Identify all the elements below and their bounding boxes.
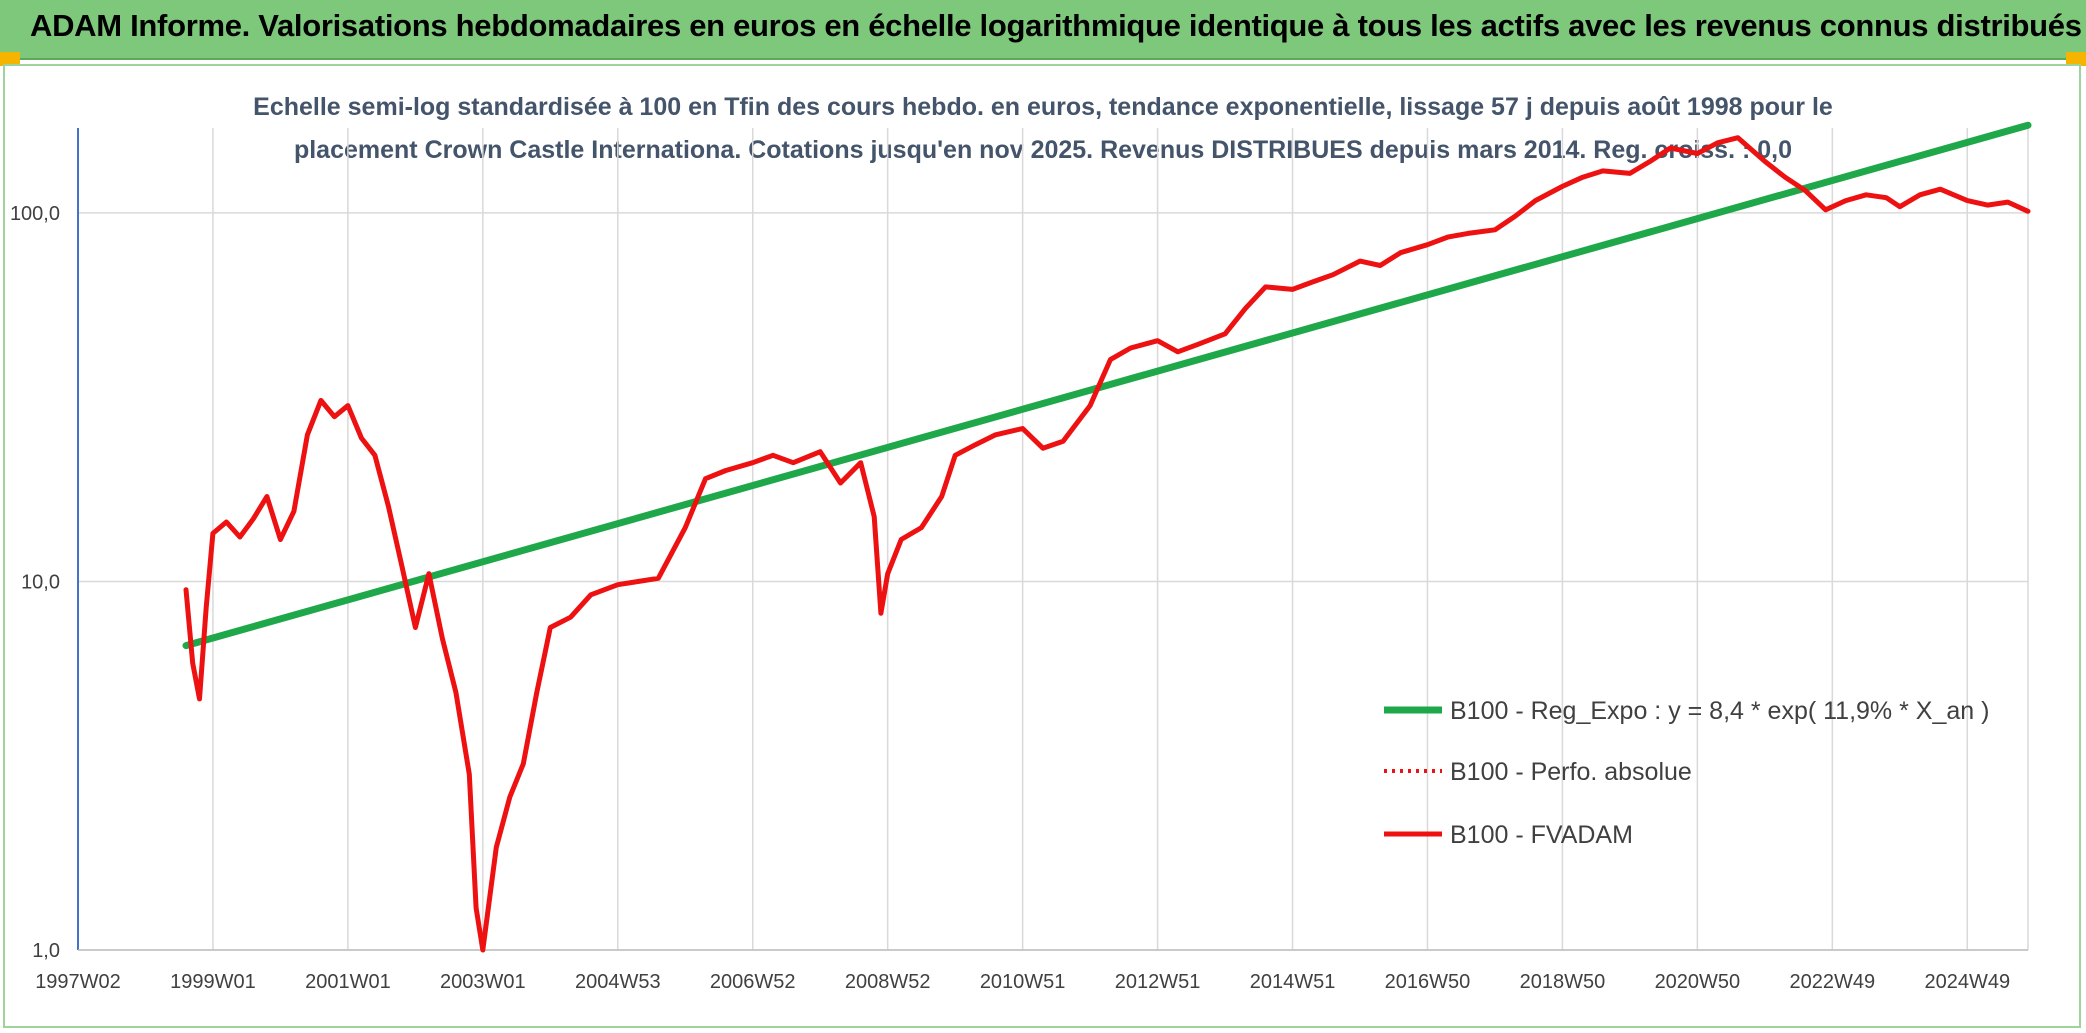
x-tick-label: 2006W52 [710,971,796,993]
corner-marker [0,52,20,66]
y-tick-label: 10,0 [21,571,60,593]
x-tick-label: 1997W02 [35,971,121,993]
fvadam-line [183,135,2031,953]
chart-frame [3,64,2081,1028]
report-banner: ADAM Informe. Valorisations hebdomadaire… [0,0,2086,60]
x-axis-ticks: 1997W02 1999W01 2001W01 2003W01 2004W53 2006W… [35,971,2010,993]
x-tick-label: 2004W53 [575,971,661,993]
x-tick-label: 2001W01 [305,971,391,993]
x-tick-label: 2020W50 [1655,971,1741,993]
x-tick-label: 2022W49 [1790,971,1876,993]
x-tick-label: 2003W01 [440,971,526,993]
grid [77,128,2029,951]
x-tick-label: 2014W51 [1250,971,1336,993]
axes [77,128,2028,951]
chart-title-line-1: Echelle semi-log standardisée à 100 en T… [253,93,1833,121]
legend: B100 - Reg_Expo : y = 8,4 * exp( 11,9% *… [1384,697,1989,849]
x-tick-label: 2012W51 [1115,971,1201,993]
legend-label-2: B100 - Perfo. absolue [1450,758,1692,786]
x-tick-label: 2024W49 [1924,971,2010,993]
x-tick-label: 2018W50 [1520,971,1606,993]
x-tick-label: 1999W01 [170,971,256,993]
chart-title-line-2: placement Crown Castle Internationa. Cot… [294,136,1792,164]
x-tick-label: 2016W50 [1385,971,1471,993]
x-tick-label: 2010W51 [980,971,1066,993]
y-tick-label: 1,0 [32,940,60,962]
y-axis-ticks: 1,0 10,0 100,0 [10,203,60,962]
series-layer [182,121,2032,953]
legend-label-1: B100 - Reg_Expo : y = 8,4 * exp( 11,9% *… [1450,697,1989,725]
report-title: ADAM Informe. Valorisations hebdomadaire… [30,8,2082,43]
trend-line [182,121,2032,650]
legend-label-3: B100 - FVADAM [1450,821,1633,849]
y-tick-label: 100,0 [10,203,60,225]
corner-marker [2066,52,2086,66]
x-tick-label: 2008W52 [845,971,931,993]
